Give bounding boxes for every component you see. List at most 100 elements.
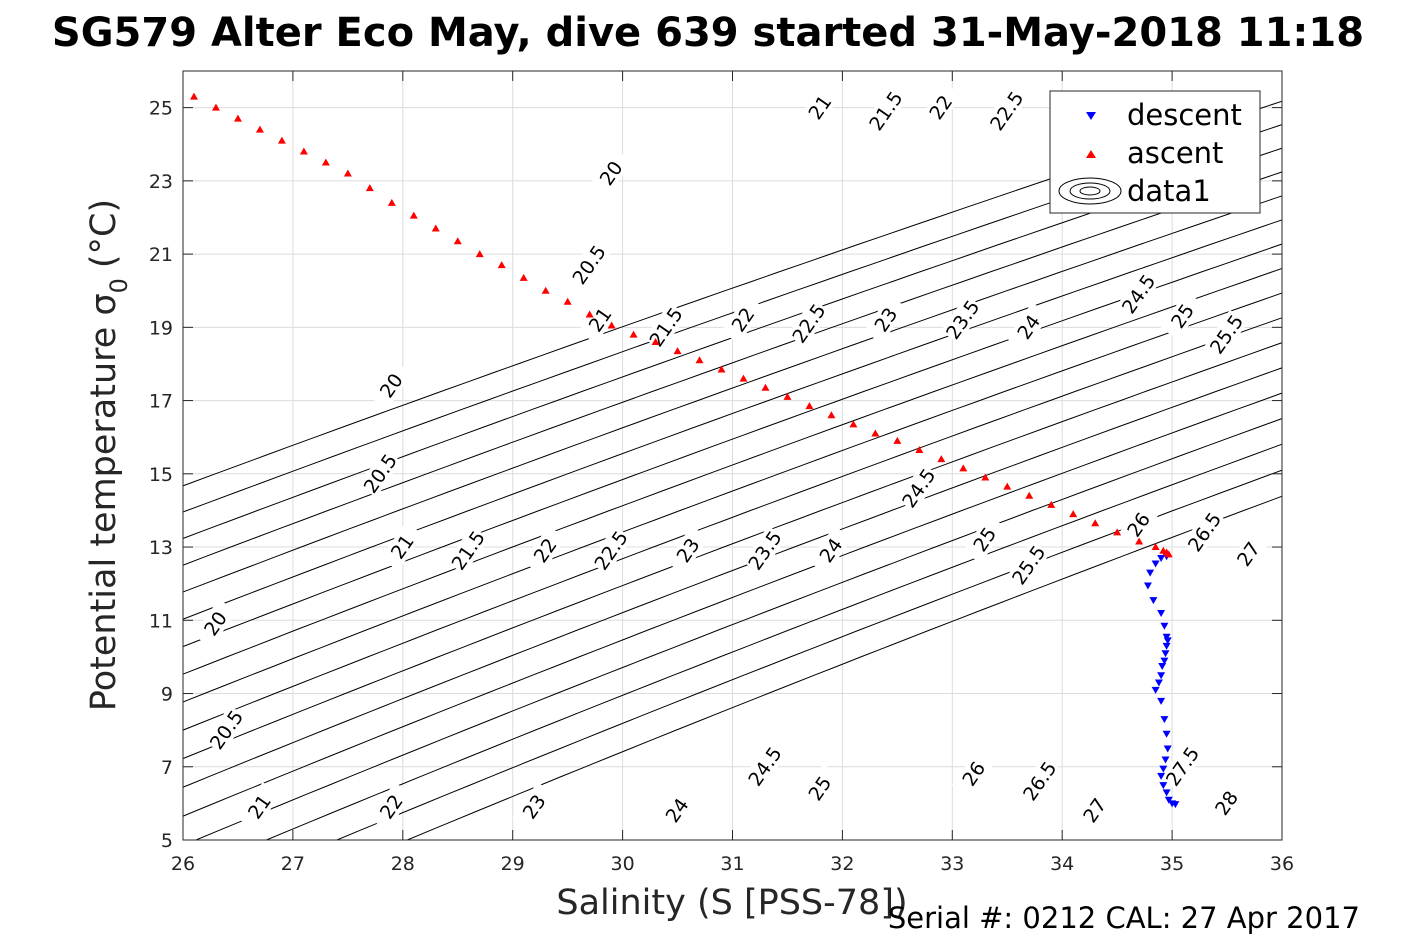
svg-text:Potential temperature σ0(°C): Potential temperature σ0 (°C) bbox=[84, 199, 133, 711]
ascent-point bbox=[387, 198, 396, 206]
y-tick-label: 19 bbox=[149, 317, 173, 339]
ascent-point bbox=[1113, 528, 1122, 536]
legend-ascent-label: ascent bbox=[1127, 136, 1223, 170]
legend-data1-label: data1 bbox=[1127, 174, 1211, 208]
descent-point bbox=[1162, 730, 1171, 738]
ascent-point bbox=[321, 158, 330, 166]
descent-point bbox=[1143, 582, 1152, 590]
contour-label-bg bbox=[1017, 756, 1062, 806]
contour-label-bg bbox=[1204, 309, 1248, 359]
ascent-point bbox=[475, 250, 484, 258]
descent-point bbox=[1164, 796, 1173, 804]
ascent-point bbox=[409, 211, 418, 219]
descent-point bbox=[1149, 597, 1158, 605]
contour-label-bg bbox=[863, 295, 908, 344]
contour-label-bg bbox=[567, 240, 611, 289]
contour-label-bg bbox=[1204, 778, 1248, 828]
contour-label-bg bbox=[863, 86, 908, 136]
contour-label-bg bbox=[578, 295, 622, 344]
contour-line bbox=[194, 418, 1282, 840]
contour-label-bg bbox=[962, 514, 1007, 564]
contour-label-bg bbox=[797, 82, 842, 132]
contour-label-bg bbox=[721, 295, 765, 344]
legend-box bbox=[1049, 90, 1261, 214]
y-tick-label: 17 bbox=[149, 391, 173, 413]
contour-label-bg bbox=[896, 463, 941, 513]
descent-point bbox=[1163, 745, 1172, 753]
contour-line bbox=[265, 443, 1282, 840]
y-tick-label: 21 bbox=[149, 244, 173, 266]
descent-point bbox=[1162, 633, 1171, 641]
ascent-point bbox=[1003, 482, 1012, 490]
ascent-point bbox=[1164, 550, 1173, 558]
y-axis-label-main: Potential temperature σ bbox=[84, 293, 124, 711]
legend-contour-icon bbox=[1058, 177, 1122, 205]
y-axis-label: Potential temperature σ0 (°C) bbox=[84, 199, 133, 711]
contour-label-bg bbox=[940, 295, 985, 344]
legend[interactable]: descent ascent data1 bbox=[1049, 90, 1261, 214]
contour-label-bg bbox=[589, 525, 633, 575]
legend-descent-label: descent bbox=[1127, 98, 1242, 132]
y-tick-label: 23 bbox=[149, 171, 173, 193]
ascent-point bbox=[233, 114, 242, 122]
legend-descent-marker bbox=[1086, 112, 1096, 120]
y-tick-labels: 5 7 9 11 13 15 17 19 21 23 25 bbox=[149, 98, 173, 852]
data-series bbox=[189, 92, 1180, 809]
descent-point bbox=[1162, 789, 1171, 797]
contour-label-bg bbox=[1182, 507, 1226, 557]
x-tick-label: 27 bbox=[281, 853, 305, 875]
contour-label-bg bbox=[1226, 529, 1270, 579]
descent-point bbox=[1160, 622, 1169, 630]
y-tick-label: 25 bbox=[149, 98, 173, 120]
descent-point bbox=[1157, 555, 1166, 563]
contour-line bbox=[406, 495, 1282, 840]
x-tick-label: 30 bbox=[611, 853, 635, 875]
y-tick-label: 7 bbox=[161, 757, 173, 779]
ascent-point bbox=[431, 224, 440, 232]
contour-label-bg bbox=[644, 302, 688, 352]
contour-label-bg bbox=[204, 705, 248, 754]
chart-title: SG579 Alter Eco May, dive 639 started 31… bbox=[52, 10, 1364, 56]
ascent-point bbox=[255, 125, 264, 133]
contour-line bbox=[183, 367, 1282, 788]
descent-point bbox=[1161, 756, 1170, 764]
ascent-point bbox=[1135, 537, 1144, 545]
contour-label-bg bbox=[1006, 302, 1051, 352]
ascent-point bbox=[805, 402, 814, 410]
contour-label-bg bbox=[1072, 785, 1116, 835]
ascent-point bbox=[783, 392, 792, 400]
y-tick-label: 11 bbox=[149, 610, 173, 632]
contour-label-bg bbox=[369, 361, 413, 410]
contour-label-bg bbox=[1006, 540, 1051, 590]
serial-cal-text: Serial #: 0212 CAL: 27 Apr 2017 bbox=[888, 901, 1360, 935]
axis-ticks bbox=[182, 71, 1283, 841]
contour-label-bg bbox=[1160, 291, 1204, 341]
contour-label-bg bbox=[1116, 500, 1160, 549]
legend-ascent-marker bbox=[1086, 150, 1096, 158]
contour-label-bg bbox=[512, 782, 556, 831]
contour-label-bg bbox=[589, 148, 633, 198]
ascent-point bbox=[915, 446, 924, 454]
contour-label-bg bbox=[655, 785, 699, 835]
ascent-point bbox=[189, 92, 198, 100]
ascent-point bbox=[629, 330, 638, 338]
descent-point bbox=[1157, 609, 1166, 617]
ascent-point bbox=[563, 297, 572, 305]
y-tick-label: 9 bbox=[161, 684, 173, 706]
ascent-point bbox=[519, 273, 528, 281]
ascent-point bbox=[1091, 519, 1100, 527]
ascent-point bbox=[893, 436, 902, 444]
ascent-point bbox=[717, 365, 726, 373]
descent-point bbox=[1163, 637, 1172, 645]
descent-point bbox=[1161, 650, 1170, 658]
contour-label-bg bbox=[446, 525, 490, 575]
contour-label-bg bbox=[523, 525, 567, 575]
contour-label-bg bbox=[743, 741, 787, 791]
x-tick-label: 34 bbox=[1050, 853, 1074, 875]
descent-point bbox=[1160, 657, 1169, 665]
descent-point bbox=[1157, 697, 1166, 705]
descent-point bbox=[1157, 772, 1166, 780]
x-tick-label: 35 bbox=[1160, 853, 1184, 875]
contour-label-bg bbox=[984, 86, 1029, 136]
